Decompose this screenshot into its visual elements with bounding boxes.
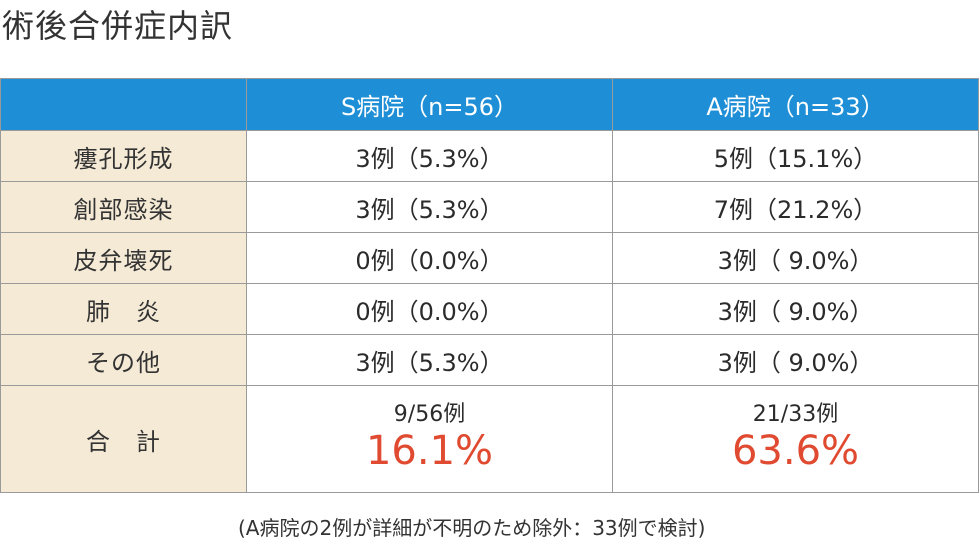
row-label: 皮弁壊死	[0, 232, 247, 284]
cell-a-hospital: 5例（15.1%）	[612, 130, 979, 182]
cell-a-hospital: 3例（ 9.0%）	[612, 283, 979, 335]
table-row: 皮弁壊死 0例（0.0%） 3例（ 9.0%）	[0, 232, 979, 284]
total-a-count: 21/33例	[752, 402, 839, 427]
total-s-hospital: 9/56例 16.1%	[246, 385, 613, 493]
cell-s-hospital: 0例（0.0%）	[246, 232, 613, 284]
header-blank	[0, 78, 247, 131]
cell-s-hospital: 3例（5.3%）	[246, 334, 613, 386]
table-row: 肺 炎 0例（0.0%） 3例（ 9.0%）	[0, 283, 979, 335]
table-row: その他 3例（5.3%） 3例（ 9.0%）	[0, 334, 979, 386]
cell-a-hospital: 3例（ 9.0%）	[612, 334, 979, 386]
total-a-percent: 63.6%	[731, 428, 860, 474]
cell-s-hospital: 3例（5.3%）	[246, 181, 613, 233]
header-row: S病院（n=56） A病院（n=33）	[0, 78, 979, 131]
cell-a-hospital: 3例（ 9.0%）	[612, 232, 979, 284]
complications-table: S病院（n=56） A病院（n=33） 瘻孔形成 3例（5.3%） 5例（15.…	[0, 78, 979, 493]
row-label: その他	[0, 334, 247, 386]
table-row: 創部感染 3例（5.3%） 7例（21.2%）	[0, 181, 979, 233]
table-row: 瘻孔形成 3例（5.3%） 5例（15.1%）	[0, 130, 979, 182]
header-s-hospital: S病院（n=56）	[246, 78, 613, 131]
header-a-hospital: A病院（n=33）	[612, 78, 979, 131]
row-label: 創部感染	[0, 181, 247, 233]
row-label: 瘻孔形成	[0, 130, 247, 182]
total-s-percent: 16.1%	[365, 428, 494, 474]
total-row: 合 計 9/56例 16.1% 21/33例 63.6%	[0, 385, 979, 493]
total-a-hospital: 21/33例 63.6%	[612, 385, 979, 493]
cell-s-hospital: 3例（5.3%）	[246, 130, 613, 182]
cell-s-hospital: 0例（0.0%）	[246, 283, 613, 335]
total-s-count: 9/56例	[393, 402, 466, 427]
row-label: 肺 炎	[0, 283, 247, 335]
total-label: 合 計	[0, 385, 247, 493]
cell-a-hospital: 7例（21.2%）	[612, 181, 979, 233]
page-title: 術後合併症内訳	[2, 7, 234, 45]
footnote: (A病院の2例が詳細が不明のため除外：33例で検討)	[238, 516, 706, 540]
